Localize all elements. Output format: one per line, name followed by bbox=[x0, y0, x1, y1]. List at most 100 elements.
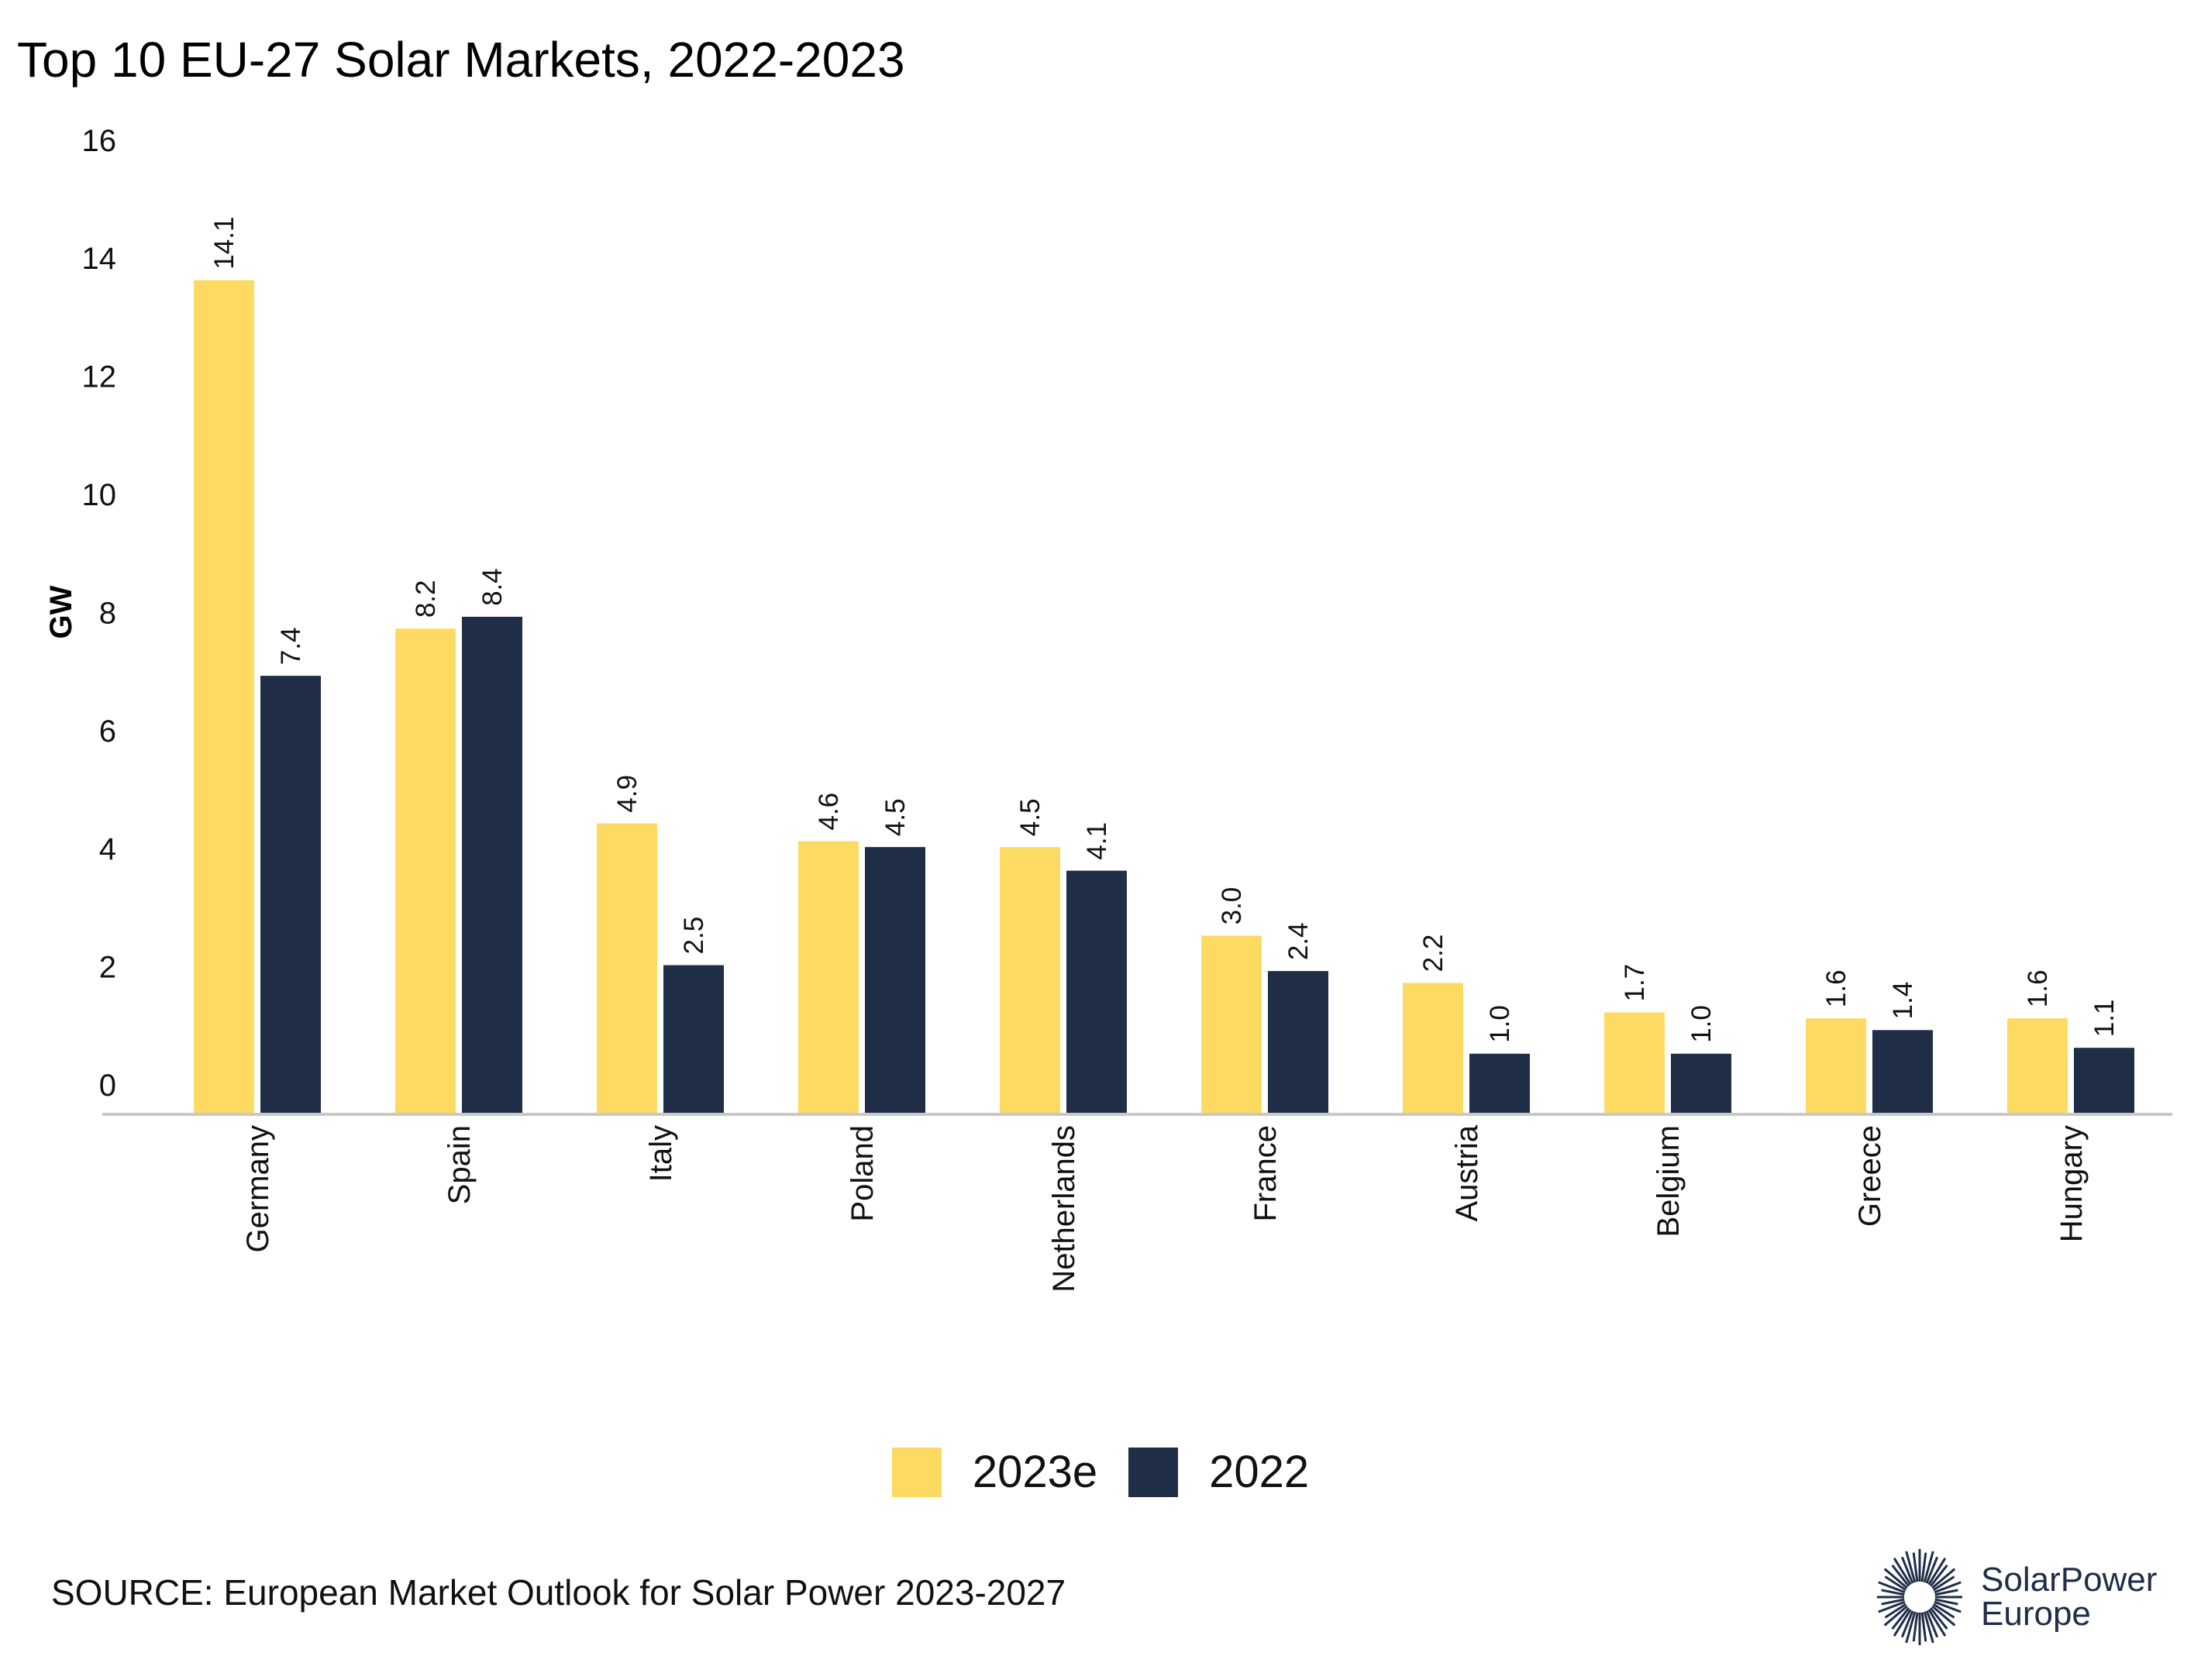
sun-ray bbox=[1884, 1603, 1906, 1619]
data-label: 4.9 bbox=[612, 775, 642, 813]
bar-2023e-spain bbox=[395, 628, 456, 1113]
sun-ray bbox=[1920, 1612, 1927, 1642]
bar-chart: 0 2 4 6 8 10 12 14 16 GW 14.1 7.4 Germany 8.2 8.4 Spain… bbox=[44, 124, 2172, 1293]
bar-2022-italy bbox=[663, 965, 724, 1113]
x-tick-label: Poland bbox=[846, 1125, 880, 1222]
sun-ray bbox=[1878, 1581, 1906, 1594]
sun-ray bbox=[1931, 1605, 1956, 1627]
y-tick-label: 8 bbox=[99, 596, 116, 630]
data-label: 1.1 bbox=[2089, 1000, 2120, 1038]
sun-ray bbox=[1900, 1610, 1914, 1638]
data-label: 2.5 bbox=[679, 917, 709, 955]
bar-2022-germany bbox=[260, 676, 321, 1113]
sun-ray bbox=[1891, 1565, 1910, 1587]
logo-line2: Europe bbox=[1981, 1595, 2091, 1633]
sun-ray bbox=[1893, 1558, 1912, 1585]
bar-2023e-france bbox=[1201, 935, 1262, 1113]
legend-item-2022: 2022 bbox=[1128, 1446, 1309, 1498]
sun-ray bbox=[1878, 1600, 1906, 1613]
sun-ray bbox=[1891, 1607, 1910, 1630]
legend-swatch bbox=[1128, 1447, 1179, 1497]
sun-ray bbox=[1883, 1568, 1908, 1589]
sun-ray bbox=[1927, 1609, 1947, 1637]
data-label: 1.0 bbox=[1686, 1005, 1717, 1043]
bar-2023e-germany bbox=[194, 280, 254, 1114]
legend-label: 2023e bbox=[972, 1447, 1098, 1497]
x-tick-label: Austria bbox=[1450, 1124, 1484, 1221]
sun-ray bbox=[1883, 1605, 1908, 1627]
sun-ray bbox=[1925, 1556, 1939, 1584]
sun-ray bbox=[1905, 1611, 1917, 1644]
data-label: 4.6 bbox=[814, 793, 844, 831]
sun-ray bbox=[1912, 1612, 1919, 1642]
sun-ray bbox=[1884, 1575, 1906, 1592]
x-tick-label: Belgium bbox=[1652, 1125, 1686, 1238]
data-label: 7.4 bbox=[276, 627, 306, 665]
data-label: 1.0 bbox=[1485, 1005, 1515, 1043]
sun-ray bbox=[1929, 1565, 1948, 1587]
logo-line1: SolarPower bbox=[1981, 1561, 2158, 1599]
data-label: 14.1 bbox=[209, 216, 239, 269]
bar-2022-poland bbox=[865, 847, 925, 1113]
data-label: 4.5 bbox=[1015, 798, 1045, 836]
sun-ray bbox=[1881, 1598, 1905, 1606]
y-tick-label: 4 bbox=[99, 832, 116, 866]
sun-ray bbox=[1934, 1600, 1962, 1613]
chart-title: Top 10 EU-27 Solar Markets, 2022-2023 bbox=[17, 32, 905, 88]
sun-ray bbox=[1912, 1552, 1919, 1582]
sun-ray bbox=[1927, 1558, 1947, 1585]
legend-item-2023e: 2023e bbox=[891, 1446, 1098, 1498]
sun-ray bbox=[1934, 1589, 1958, 1596]
logo-text: SolarPower Europe bbox=[1981, 1563, 2157, 1631]
y-tick-label: 0 bbox=[99, 1069, 116, 1103]
x-tick-label: France bbox=[1249, 1125, 1283, 1222]
x-tick-label: Spain bbox=[443, 1125, 477, 1204]
sun-ray bbox=[1893, 1609, 1912, 1637]
bar-2023e-italy bbox=[597, 823, 657, 1113]
sun-ray bbox=[1929, 1607, 1948, 1630]
bar-2022-spain bbox=[462, 616, 522, 1113]
bar-2022-belgium bbox=[1671, 1053, 1731, 1113]
sun-ray bbox=[1934, 1598, 1958, 1606]
sun-burst-icon bbox=[1877, 1549, 1962, 1645]
y-tick-label: 10 bbox=[82, 478, 117, 512]
sun-ray bbox=[1923, 1551, 1934, 1583]
source-note: SOURCE: European Market Outlook for Sola… bbox=[51, 1572, 1066, 1613]
data-label: 1.7 bbox=[1620, 964, 1650, 1002]
legend-swatch bbox=[891, 1447, 942, 1497]
bar-2022-hungary bbox=[2074, 1048, 2134, 1113]
legend-label: 2022 bbox=[1209, 1447, 1310, 1497]
sun-ray bbox=[1931, 1568, 1956, 1589]
y-tick-label: 16 bbox=[82, 124, 117, 158]
x-tick-label: Netherlands bbox=[1047, 1125, 1081, 1293]
solarpower-europe-logo: SolarPower Europe bbox=[1877, 1547, 2157, 1647]
data-label: 8.4 bbox=[477, 568, 508, 606]
bar-2023e-greece bbox=[1806, 1018, 1866, 1113]
bar-2022-austria bbox=[1469, 1053, 1530, 1113]
data-label: 2.4 bbox=[1283, 922, 1314, 960]
bar-2023e-austria bbox=[1403, 983, 1463, 1113]
x-tick-label: Italy bbox=[644, 1125, 678, 1182]
legend: 2023e 2022 bbox=[0, 1446, 2201, 1498]
y-axis-label: GW bbox=[44, 585, 78, 639]
sun-ray bbox=[1933, 1603, 1955, 1619]
bar-2022-france bbox=[1268, 971, 1328, 1113]
x-tick-label: Hungary bbox=[2055, 1125, 2089, 1242]
sun-ray bbox=[1933, 1575, 1955, 1592]
data-label: 3.0 bbox=[1217, 887, 1247, 925]
data-label: 8.2 bbox=[411, 580, 441, 618]
y-tick-label: 6 bbox=[99, 714, 116, 749]
sun-ray bbox=[1900, 1556, 1914, 1584]
data-label: 1.4 bbox=[1888, 982, 1918, 1020]
sun-ray bbox=[1925, 1610, 1939, 1638]
data-label: 1.6 bbox=[1821, 969, 1851, 1007]
bar-2023e-hungary bbox=[2007, 1018, 2068, 1113]
x-tick-label: Germany bbox=[241, 1125, 275, 1253]
sun-ray bbox=[1905, 1551, 1917, 1583]
bar-2022-netherlands bbox=[1066, 870, 1127, 1113]
sun-ray bbox=[1934, 1581, 1962, 1594]
bar-2023e-netherlands bbox=[1000, 847, 1060, 1113]
bar-2023e-belgium bbox=[1604, 1012, 1665, 1113]
y-tick-label: 2 bbox=[99, 951, 116, 985]
sun-ray bbox=[1920, 1552, 1927, 1582]
